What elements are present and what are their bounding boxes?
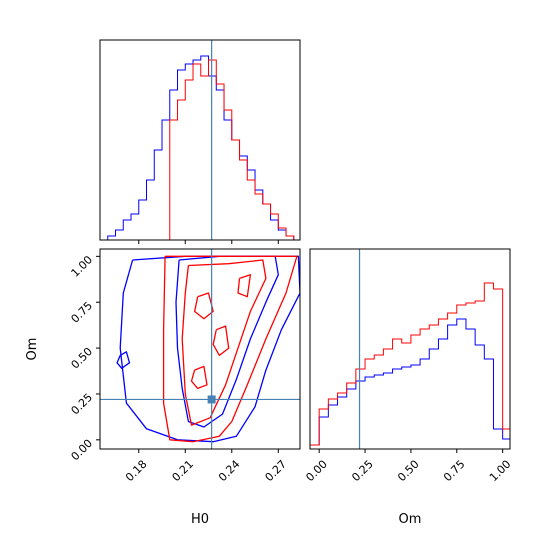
truth-point bbox=[207, 395, 216, 404]
contour-series-2-4 bbox=[212, 325, 230, 357]
h0-hist-series-1 bbox=[100, 55, 300, 240]
om-hist-xtick-label: 0.50 bbox=[395, 458, 422, 485]
scatter-xtick-label: 0.27 bbox=[263, 458, 290, 485]
scatter-ytick-label: 0.25 bbox=[69, 391, 96, 418]
contour-series-2-3 bbox=[193, 292, 214, 320]
om-hist-xlabel: Om bbox=[399, 512, 422, 527]
scatter-ytick-label: 0.00 bbox=[69, 437, 96, 464]
contour-series-1-2 bbox=[116, 351, 131, 369]
scatter-ytick-label: 0.75 bbox=[69, 299, 96, 326]
om-hist-series-2 bbox=[310, 282, 510, 449]
scatter-xtick-label: 0.21 bbox=[170, 458, 197, 485]
scatter-ylabel: Om bbox=[25, 338, 40, 361]
contour-series-2-1 bbox=[162, 255, 298, 443]
scatter-ytick-label: 1.00 bbox=[69, 253, 96, 280]
panel-frame-om bbox=[309, 248, 511, 450]
om-hist-xtick-label: 1.00 bbox=[487, 458, 514, 485]
contour-series-2-6 bbox=[190, 365, 208, 390]
panel-frame-scat bbox=[99, 248, 301, 450]
contour-series-2-2 bbox=[181, 259, 267, 426]
om-hist-xtick-label: 0.25 bbox=[349, 458, 376, 485]
scatter-ytick-label: 0.50 bbox=[69, 345, 96, 372]
contour-series-1-1 bbox=[119, 255, 300, 443]
om-hist-xtick-label: 0.75 bbox=[441, 458, 468, 485]
contour-series-1-3 bbox=[175, 255, 279, 428]
contour-series-2-5 bbox=[237, 274, 252, 298]
om-hist-xtick-label: 0.00 bbox=[303, 458, 330, 485]
panel-frame-h0 bbox=[99, 39, 301, 241]
om-hist-series-1 bbox=[310, 318, 510, 449]
scatter-xtick-label: 0.24 bbox=[216, 458, 243, 485]
scatter-xlabel: H0 bbox=[191, 512, 209, 527]
h0-hist-series-2 bbox=[100, 59, 300, 240]
scatter-xtick-label: 0.18 bbox=[123, 458, 150, 485]
